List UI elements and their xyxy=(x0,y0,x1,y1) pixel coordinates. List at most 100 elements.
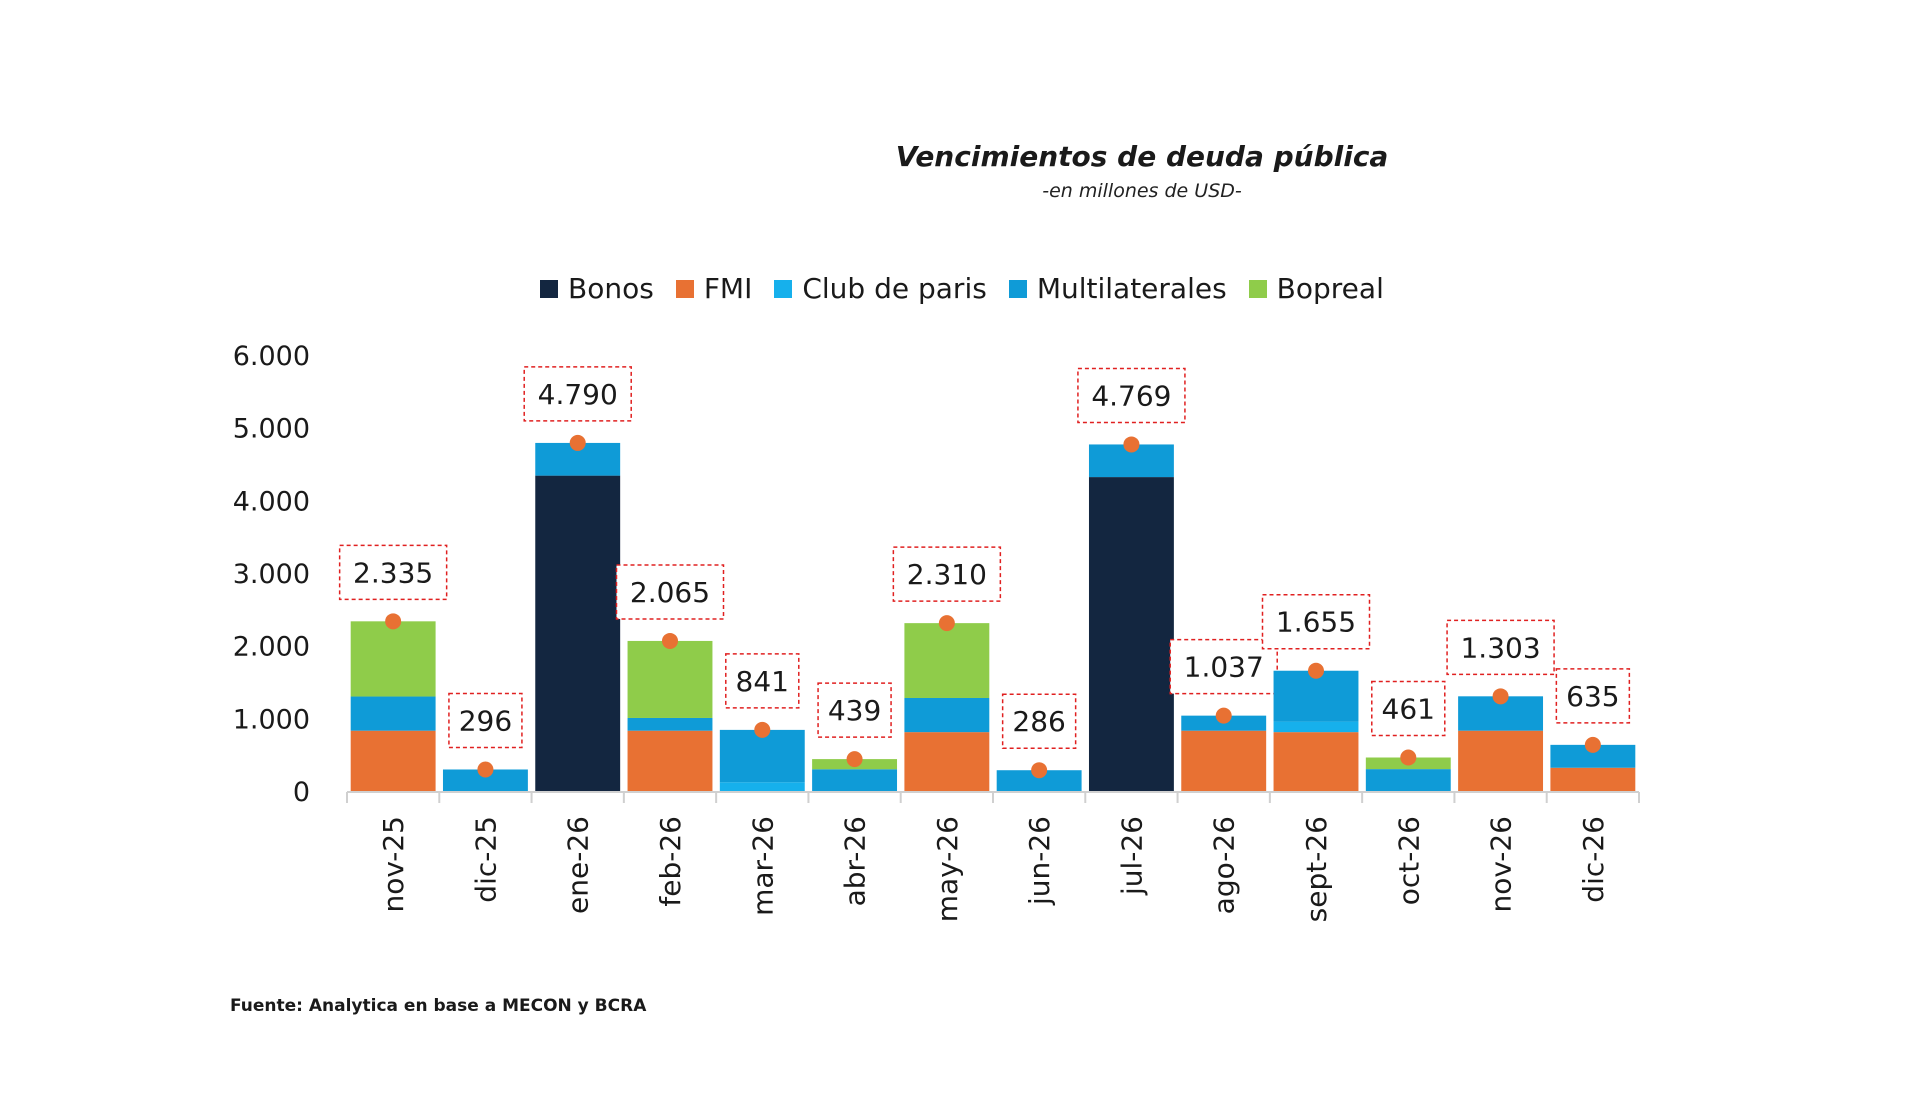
total-label-box xyxy=(615,564,725,620)
bar-segment-multilaterales xyxy=(996,770,1082,791)
total-marker xyxy=(1584,736,1601,753)
total-marker xyxy=(1123,436,1140,453)
total-label: 2.310 xyxy=(907,558,987,591)
x-tick-label: ago-26 xyxy=(1208,816,1241,914)
bar-segment-fmi xyxy=(1550,767,1636,791)
total-label: 1.303 xyxy=(1460,631,1540,664)
y-tick-label: 6.000 xyxy=(233,341,310,372)
x-tick-label: may-26 xyxy=(931,816,964,922)
bar-segment-club-de-paris xyxy=(719,782,805,791)
total-marker xyxy=(1308,662,1324,679)
x-tick-label: dic-26 xyxy=(1577,816,1610,903)
total-label: 841 xyxy=(736,665,789,698)
total-label-box xyxy=(1001,693,1077,749)
total-marker xyxy=(1492,688,1509,705)
x-tick-label: feb-26 xyxy=(654,816,687,907)
bar-segment-fmi xyxy=(1458,730,1544,791)
legend-item-bonos: Bonos xyxy=(540,272,654,305)
legend-label: Club de paris xyxy=(802,272,987,305)
y-tick-label: 3.000 xyxy=(233,559,310,590)
bar-segment-fmi xyxy=(1181,730,1267,791)
total-marker xyxy=(846,751,863,768)
total-label-box xyxy=(338,544,448,601)
total-label-box xyxy=(1261,593,1371,650)
total-marker xyxy=(477,761,494,778)
x-tick-label: jul-26 xyxy=(1115,816,1148,896)
y-tick-label: 1.000 xyxy=(233,704,310,735)
bar-segment-multilaterales xyxy=(627,717,713,731)
bar-segment-multilaterales xyxy=(812,769,898,791)
bar-segment-multilaterales xyxy=(904,697,990,733)
x-tick-label: nov-26 xyxy=(1485,816,1518,912)
bar-segment-multilaterales xyxy=(719,729,805,783)
y-tick-label: 0 xyxy=(293,777,310,808)
total-marker xyxy=(662,632,678,649)
bar-segment-multilaterales xyxy=(1273,670,1359,722)
x-tick-label: oct-26 xyxy=(1392,816,1425,905)
x-tick-label: abr-26 xyxy=(839,816,872,906)
legend-item-club-de-paris: Club de paris xyxy=(774,272,987,305)
legend-swatch xyxy=(774,279,793,298)
x-tick-label: nov-25 xyxy=(377,816,410,912)
total-label-box xyxy=(1555,668,1631,724)
bar-segment-fmi xyxy=(1273,732,1359,791)
y-tick-label: 4.000 xyxy=(233,486,310,517)
x-tick-label: sept-26 xyxy=(1300,816,1333,922)
total-label: 2.335 xyxy=(353,556,433,589)
legend-item-bopreal: Bopreal xyxy=(1248,272,1384,305)
bar-segment-bopreal xyxy=(627,640,713,718)
total-marker xyxy=(938,615,955,632)
legend: Bonos FMI Club de paris Multilaterales Bopre… xyxy=(540,272,1406,305)
chart-title: Vencimientos de deuda pública xyxy=(895,140,1389,173)
total-marker xyxy=(754,721,771,738)
total-label-box xyxy=(892,546,1002,602)
bar-segment-fmi xyxy=(350,730,436,791)
chart-subtitle: -en millones de USD- xyxy=(1042,180,1242,202)
total-label: 4.769 xyxy=(1091,379,1171,412)
legend-label: Bopreal xyxy=(1276,272,1384,305)
legend-swatch xyxy=(1248,279,1267,298)
total-label: 2.065 xyxy=(630,576,710,609)
total-marker xyxy=(385,613,402,630)
source-note: Fuente: Analytica en base a MECON y BCRA xyxy=(230,996,647,1016)
x-tick-label: jun-26 xyxy=(1023,816,1056,906)
bar-segment-fmi xyxy=(627,730,713,791)
bar-segment-multilaterales xyxy=(350,696,436,731)
bar-segment-bopreal xyxy=(904,623,990,698)
total-label-box xyxy=(1169,638,1278,695)
total-label: 296 xyxy=(459,704,512,737)
bar-segment-bonos xyxy=(1088,477,1174,791)
x-tick-label: mar-26 xyxy=(746,816,779,916)
total-label: 635 xyxy=(1566,680,1619,713)
total-label-box xyxy=(1446,619,1555,676)
bar-segment-multilaterales xyxy=(1550,744,1636,768)
legend-label: Multilaterales xyxy=(1036,272,1227,305)
x-tick-label: ene-26 xyxy=(562,816,595,914)
total-label-box xyxy=(448,692,523,749)
total-label-box xyxy=(725,653,800,709)
total-label: 286 xyxy=(1012,705,1065,738)
y-tick-label: 2.000 xyxy=(233,632,310,663)
total-label-box xyxy=(523,366,632,422)
total-label-box xyxy=(817,682,892,738)
total-marker xyxy=(1215,707,1232,724)
total-label: 1.655 xyxy=(1276,606,1356,639)
y-tick-label: 5.000 xyxy=(233,414,310,445)
total-label-box xyxy=(1371,680,1446,737)
total-label: 4.790 xyxy=(538,378,618,411)
x-tick-label: dic-25 xyxy=(469,816,502,903)
bar-segment-fmi xyxy=(904,732,990,791)
bar-segment-multilaterales xyxy=(1365,769,1451,791)
total-label: 461 xyxy=(1382,693,1435,726)
total-marker xyxy=(569,434,586,451)
total-label: 1.037 xyxy=(1184,651,1264,684)
legend-item-fmi: FMI xyxy=(675,272,752,305)
total-marker xyxy=(1400,749,1417,766)
legend-item-multilaterales: Multilaterales xyxy=(1008,272,1227,305)
legend-swatch xyxy=(540,279,558,298)
legend-swatch xyxy=(675,279,694,298)
total-marker xyxy=(1031,762,1048,779)
total-label-box xyxy=(1077,367,1186,424)
bar-segment-bopreal xyxy=(350,621,436,697)
